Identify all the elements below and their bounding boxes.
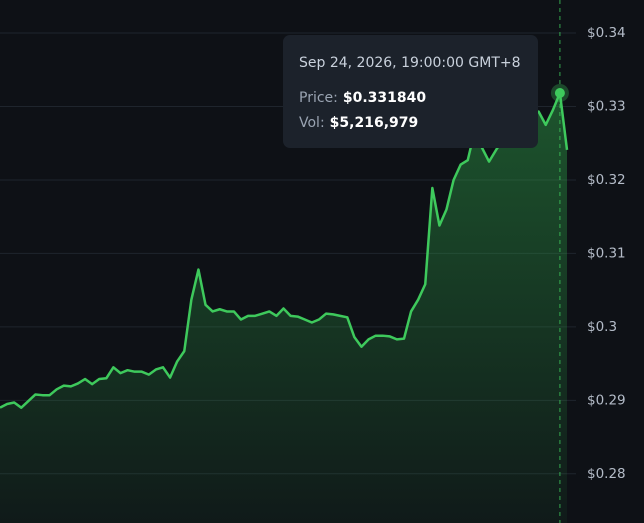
tooltip-vol: $5,216,979 [330,115,419,131]
tooltip-vol-label: Vol: [299,115,325,131]
hover-point [554,87,565,98]
tooltip-date: Sep 24, 2026, 19:00:00 GMT+8 [299,55,521,71]
y-tick-label: $0.29 [587,392,626,408]
y-tick-label: $0.3 [587,319,617,335]
tooltip-box [283,35,538,148]
y-tick-label: $0.28 [587,466,626,482]
y-tick-label: $0.31 [587,245,626,261]
y-tick-label: $0.32 [587,172,626,188]
y-tick-label: $0.34 [587,25,626,41]
tooltip-price: $0.331840 [343,90,427,106]
tooltip: Sep 24, 2026, 19:00:00 GMT+8 Price: $0.3… [283,35,538,148]
tooltip-price-label: Price: [299,90,338,106]
area [0,92,567,523]
y-tick-label: $0.33 [587,99,626,115]
